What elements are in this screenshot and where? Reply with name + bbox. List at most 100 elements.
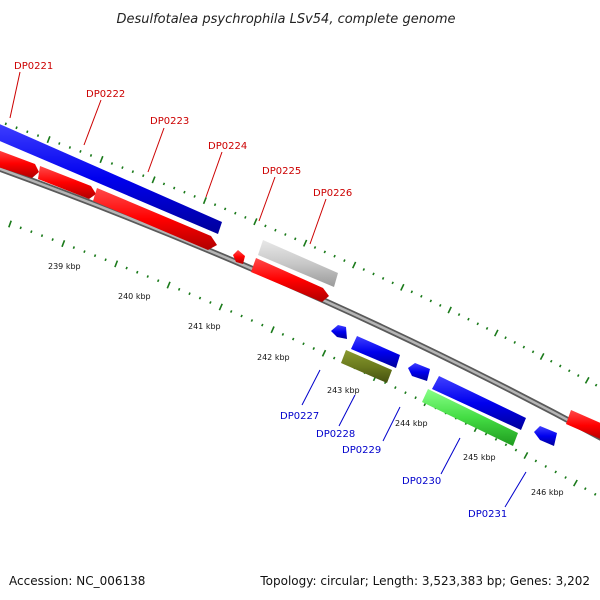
- scale-label-243: 243 kbp: [327, 386, 360, 395]
- gene-label-dp0228[interactable]: DP0228: [316, 429, 355, 440]
- outer-ring-tick: [151, 176, 156, 184]
- gene-arrow-dp0221[interactable]: [0, 122, 222, 234]
- outer-ring-tick: [36, 134, 40, 137]
- outer-ring-tick: [362, 268, 366, 271]
- inner-ring-tick: [136, 270, 139, 274]
- outer-ring-tick: [567, 369, 571, 373]
- inner-ring-tick: [564, 476, 567, 479]
- gene-arrow-blue-small-3[interactable]: [534, 426, 557, 446]
- outer-ring-tick: [313, 246, 317, 249]
- outer-ring-tick: [539, 353, 545, 360]
- outer-ring-tick: [343, 259, 346, 263]
- outer-ring-tick: [467, 317, 470, 321]
- inner-ring-tick: [484, 432, 488, 436]
- outer-ring-tick: [121, 166, 124, 170]
- inner-ring-tick: [198, 296, 202, 300]
- outer-ring-tick: [68, 146, 72, 149]
- inner-ring-tick: [250, 319, 254, 322]
- inner-ring-tick: [104, 258, 107, 262]
- inner-ring-tick: [72, 246, 76, 249]
- gene-label-dp0231[interactable]: DP0231: [468, 509, 507, 520]
- outer-ring-tick: [504, 336, 507, 340]
- gene-label-dp0229[interactable]: DP0229: [342, 445, 381, 456]
- gene-arrow-blue-2[interactable]: [351, 336, 400, 368]
- gene-label-dp0224[interactable]: DP0224: [208, 141, 247, 152]
- gene-arrow-red-3[interactable]: [93, 188, 217, 250]
- gene-arrow-blue-small-1[interactable]: [331, 325, 347, 339]
- inner-ring-tick: [302, 342, 305, 346]
- inner-ring-tick: [19, 226, 22, 230]
- outer-ring-tick: [46, 136, 51, 144]
- gene-arrow-grey[interactable]: [258, 240, 338, 287]
- outer-ring-tick: [381, 276, 385, 280]
- outer-ring-tick: [110, 162, 114, 165]
- outer-ring-tick: [89, 154, 93, 157]
- inner-ring-tick: [30, 230, 33, 234]
- inner-ring-tick: [534, 459, 538, 463]
- inner-ring-tick: [584, 487, 587, 491]
- outer-ring-tick: [457, 313, 461, 317]
- gene-arrow-blue-3[interactable]: [432, 376, 526, 430]
- inner-ring-tick: [261, 323, 264, 327]
- outer-ring-tick: [264, 224, 267, 228]
- inner-ring-tick: [332, 356, 336, 360]
- outer-ring-tick: [391, 281, 394, 285]
- gene-label-dp0227[interactable]: DP0227: [280, 411, 319, 422]
- outer-ring-tick: [558, 364, 562, 368]
- outer-ring-tick: [99, 155, 104, 164]
- inner-ring-tick: [270, 326, 275, 334]
- gene-label-dp0222[interactable]: DP0222: [86, 89, 125, 100]
- inner-ring-tick: [125, 266, 128, 270]
- map-title: Desulfotalea psychrophila LSv54, complet…: [116, 12, 455, 27]
- outer-ring-tick: [302, 239, 308, 247]
- accession-text: Accession: NC_006138: [9, 574, 146, 588]
- gene-label-dp0226[interactable]: DP0226: [313, 188, 352, 199]
- gene-arrow-red-small[interactable]: [233, 250, 245, 264]
- inner-ring-tick: [312, 347, 316, 350]
- inner-ring-tick: [593, 492, 597, 496]
- gene-arrow-red-1[interactable]: [0, 149, 39, 178]
- scale-labels: 239 kbp 240 kbp 241 kbp 242 kbp 243 kbp …: [48, 262, 564, 497]
- inner-ring-tick: [240, 314, 243, 318]
- inner-ring-tick: [93, 254, 97, 258]
- gene-label-dp0230[interactable]: DP0230: [402, 476, 441, 487]
- outer-ring-tick: [294, 237, 297, 241]
- inner-ring-tick: [321, 349, 327, 357]
- scale-label-240: 240 kbp: [118, 292, 151, 301]
- scale-label-241: 241 kbp: [188, 322, 221, 331]
- inner-ring-tick: [166, 281, 171, 289]
- inner-ring-tick: [504, 443, 508, 447]
- gene-label-dp0221[interactable]: DP0221: [14, 61, 53, 72]
- outer-ring-tick: [584, 376, 590, 384]
- gene-arrow-olive[interactable]: [341, 350, 392, 383]
- outer-ring-tick: [274, 228, 277, 232]
- gene-label-dp0223[interactable]: DP0223: [150, 116, 189, 127]
- outer-ring-tick: [333, 254, 336, 258]
- inner-ring-tick: [544, 465, 548, 468]
- outer-ring-tick: [429, 299, 433, 303]
- inner-ring-tick: [281, 332, 285, 336]
- inner-ring-tick: [404, 391, 407, 395]
- outer-ring-tick: [131, 170, 135, 174]
- outer-ring-tick: [284, 233, 287, 236]
- feature-arrows: [0, 122, 600, 446]
- inner-ring-tick: [8, 220, 12, 228]
- gene-arrow-blue-small-2[interactable]: [408, 363, 430, 381]
- scale-label-242: 242 kbp: [257, 353, 290, 362]
- outer-ring-tick: [576, 374, 580, 377]
- gene-arrow-red-4[interactable]: [251, 258, 329, 302]
- label-leaders: [9, 71, 527, 508]
- gene-arrow-red-right[interactable]: [566, 410, 600, 441]
- gene-arrow-red-2[interactable]: [38, 166, 96, 199]
- outer-ring-tick: [372, 272, 375, 276]
- outer-ring-tick: [420, 294, 423, 298]
- scale-label-244: 244 kbp: [395, 419, 428, 428]
- outer-ring-tick: [438, 304, 442, 307]
- genome-backbone: [0, 165, 600, 441]
- scale-label-245: 245 kbp: [463, 453, 496, 462]
- inner-ring-tick: [209, 301, 212, 304]
- outer-ring-tick: [26, 130, 29, 134]
- outer-ring-tick: [447, 306, 452, 314]
- gene-label-dp0225[interactable]: DP0225: [262, 166, 301, 177]
- gene-arrow-green[interactable]: [422, 389, 518, 446]
